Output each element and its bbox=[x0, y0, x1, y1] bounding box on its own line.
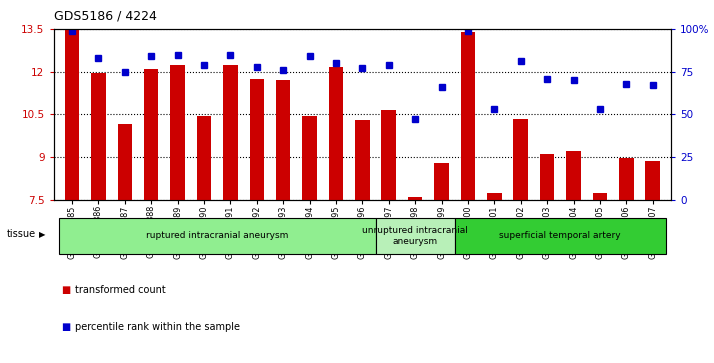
Bar bbox=[619, 158, 633, 200]
Bar bbox=[461, 32, 476, 200]
Text: transformed count: transformed count bbox=[75, 285, 166, 295]
Bar bbox=[355, 120, 370, 200]
Bar bbox=[381, 110, 396, 200]
Text: ■: ■ bbox=[61, 322, 70, 332]
Text: ■: ■ bbox=[61, 285, 70, 295]
Bar bbox=[197, 116, 211, 200]
Bar bbox=[276, 80, 291, 200]
Text: GDS5186 / 4224: GDS5186 / 4224 bbox=[54, 9, 156, 22]
Bar bbox=[171, 65, 185, 200]
Text: ▶: ▶ bbox=[39, 230, 46, 238]
Bar bbox=[376, 218, 455, 254]
Text: unruptured intracranial
aneurysm: unruptured intracranial aneurysm bbox=[362, 226, 468, 246]
Bar bbox=[540, 154, 554, 200]
Bar bbox=[118, 124, 132, 200]
Bar bbox=[249, 79, 264, 200]
Bar bbox=[59, 218, 376, 254]
Bar bbox=[302, 116, 317, 200]
Bar bbox=[593, 192, 607, 200]
Bar bbox=[434, 163, 449, 200]
Bar bbox=[566, 151, 580, 200]
Text: superficial temporal artery: superficial temporal artery bbox=[500, 232, 621, 240]
Bar bbox=[223, 65, 238, 200]
Bar bbox=[645, 161, 660, 200]
Bar bbox=[328, 68, 343, 200]
Bar bbox=[144, 69, 159, 200]
Text: ruptured intracranial aneurysm: ruptured intracranial aneurysm bbox=[146, 232, 288, 240]
Text: tissue: tissue bbox=[7, 229, 36, 239]
Bar bbox=[513, 119, 528, 200]
Bar bbox=[65, 30, 79, 200]
Text: percentile rank within the sample: percentile rank within the sample bbox=[75, 322, 240, 332]
Bar bbox=[408, 197, 423, 200]
Bar bbox=[455, 218, 666, 254]
Bar bbox=[487, 192, 501, 200]
Bar bbox=[91, 73, 106, 200]
